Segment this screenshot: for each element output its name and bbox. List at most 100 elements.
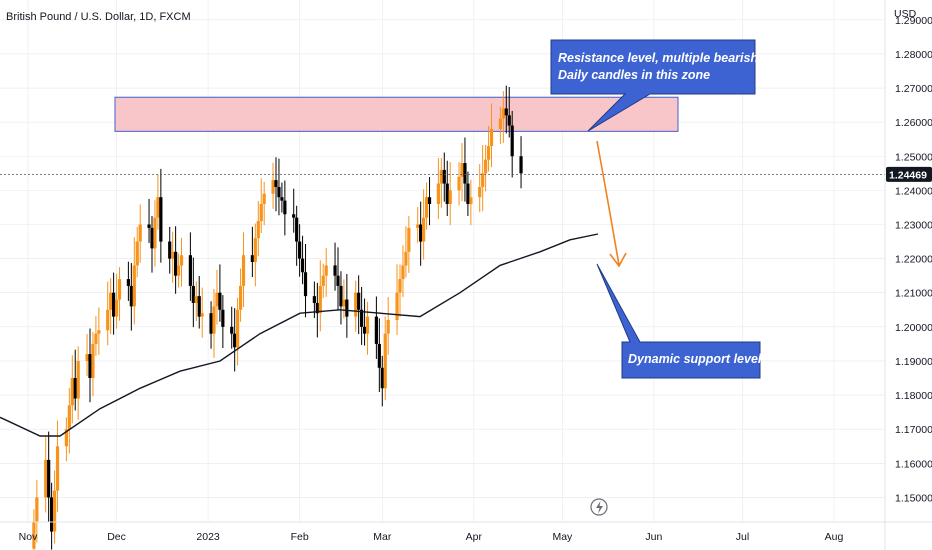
candle-body xyxy=(94,333,98,344)
candle-body xyxy=(510,125,514,157)
candle xyxy=(168,226,172,274)
candle xyxy=(481,145,485,212)
candle xyxy=(117,267,122,321)
candle-body xyxy=(407,227,411,252)
x-tick-label: Apr xyxy=(466,531,483,543)
candle xyxy=(221,295,225,348)
candle xyxy=(519,136,523,189)
candle-body xyxy=(106,309,110,331)
candle xyxy=(377,318,381,393)
candle xyxy=(215,269,219,325)
candle-body xyxy=(109,292,113,310)
candle-body xyxy=(466,183,470,205)
candle xyxy=(383,316,387,401)
candle xyxy=(176,253,181,288)
candle xyxy=(97,307,101,355)
candle xyxy=(138,204,142,263)
x-tick-label: Mar xyxy=(373,531,392,543)
candles-layer xyxy=(32,85,523,550)
candle xyxy=(241,232,246,308)
candle-body xyxy=(377,343,381,368)
y-tick-label: 1.29000 xyxy=(895,15,932,27)
support-callout[interactable]: Dynamic support level xyxy=(596,263,762,379)
candle xyxy=(197,276,201,329)
support-callout-text: Dynamic support level xyxy=(628,352,762,366)
candle xyxy=(171,231,175,283)
candle-body xyxy=(312,296,316,303)
candle xyxy=(360,286,364,345)
candle xyxy=(342,279,346,319)
candle xyxy=(250,226,254,278)
candle-body xyxy=(64,429,68,447)
candle-body xyxy=(250,255,254,263)
candle xyxy=(427,177,432,226)
candle-body xyxy=(85,354,89,361)
candle xyxy=(345,273,349,338)
candle-body xyxy=(321,275,325,286)
x-tick-label: May xyxy=(552,531,573,543)
candle-body xyxy=(386,320,390,334)
candle xyxy=(109,278,113,335)
candle xyxy=(439,157,443,208)
candle xyxy=(422,189,426,260)
candle-body xyxy=(498,118,502,129)
candle xyxy=(484,145,488,192)
candle-body xyxy=(174,251,178,276)
candle-body xyxy=(233,333,237,348)
candle xyxy=(156,174,160,230)
candle xyxy=(259,178,263,234)
time-axis[interactable]: Nov Dec 2023 Feb Mar Apr May Jun Jul Aug xyxy=(19,531,844,543)
candle-body xyxy=(295,217,299,242)
candle-body xyxy=(478,186,482,198)
candle xyxy=(126,261,130,301)
candle-body xyxy=(215,292,219,307)
lightning-icon[interactable] xyxy=(590,498,608,516)
candle-body xyxy=(339,285,343,307)
candle-body xyxy=(188,255,192,286)
candle-body xyxy=(114,299,119,317)
candle-body xyxy=(274,180,278,187)
candle-body xyxy=(277,186,281,198)
candle xyxy=(174,226,178,294)
candle-body xyxy=(398,279,402,293)
candle-body xyxy=(212,306,216,334)
y-tick-label: 1.24000 xyxy=(895,185,932,197)
candle xyxy=(35,480,39,543)
candle-body xyxy=(427,197,432,205)
candle xyxy=(230,306,234,349)
candle-body xyxy=(132,265,136,307)
candle xyxy=(374,296,378,359)
y-tick-label: 1.18000 xyxy=(895,390,932,402)
candle xyxy=(365,301,370,355)
candle-body xyxy=(91,343,95,379)
price-axis[interactable]: 1.29000 1.28000 1.27000 1.26000 1.25000 1.240… xyxy=(895,15,932,505)
candle-body xyxy=(97,330,101,334)
y-tick-label: 1.19000 xyxy=(895,356,932,368)
moving-average-line xyxy=(0,233,599,437)
candle xyxy=(478,164,482,213)
candle xyxy=(274,157,278,212)
y-tick-label: 1.16000 xyxy=(895,458,932,470)
candle-body xyxy=(159,197,163,242)
resistance-callout[interactable]: Resistance level, multiple bearish Daily… xyxy=(550,39,758,132)
candle-body xyxy=(238,285,243,310)
resistance-callout-line-1: Resistance level, multiple bearish xyxy=(558,51,758,65)
candle xyxy=(94,316,98,356)
candle-body xyxy=(489,128,494,147)
candle-body xyxy=(253,238,257,263)
candle xyxy=(218,264,222,322)
candle-body xyxy=(460,163,464,177)
candle xyxy=(463,137,467,202)
candle xyxy=(303,243,308,318)
resistance-zone[interactable] xyxy=(114,96,679,132)
projection-arrow[interactable] xyxy=(596,140,627,268)
candle-body xyxy=(383,333,387,389)
candle xyxy=(324,248,328,297)
candle-body xyxy=(126,279,130,286)
candle-body xyxy=(221,309,225,327)
candle-body xyxy=(342,299,346,307)
candle-body xyxy=(318,285,322,314)
candle xyxy=(380,355,384,407)
